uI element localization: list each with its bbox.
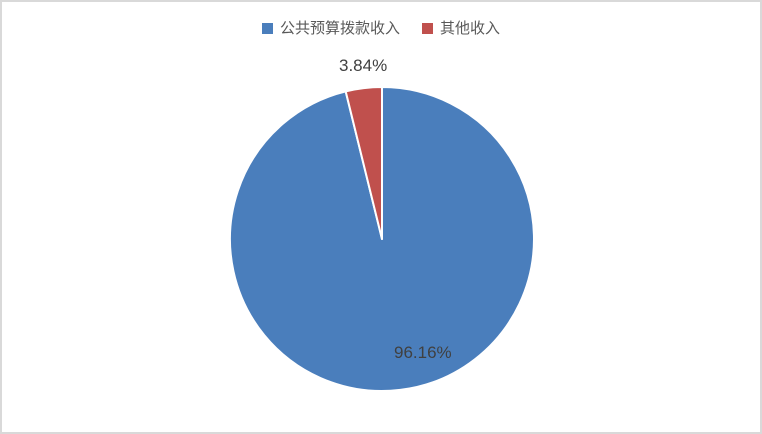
legend-label-other-income: 其他收入 [440,20,501,37]
legend: 公共预算拨款收入 其他收入 [2,21,760,36]
legend-swatch-blue-icon [261,23,273,34]
data-label-public-budget-income: 96.16% [394,343,452,362]
legend-label-public-budget-income: 公共预算拨款收入 [279,20,400,37]
legend-item-other-income: 其他收入 [422,21,500,36]
legend-swatch-red-icon [422,23,433,34]
pie-slice-1 [344,86,383,240]
data-label-other-income: 3.84% [339,56,388,75]
legend-item-public-budget-income: 公共预算拨款收入 [261,20,400,37]
